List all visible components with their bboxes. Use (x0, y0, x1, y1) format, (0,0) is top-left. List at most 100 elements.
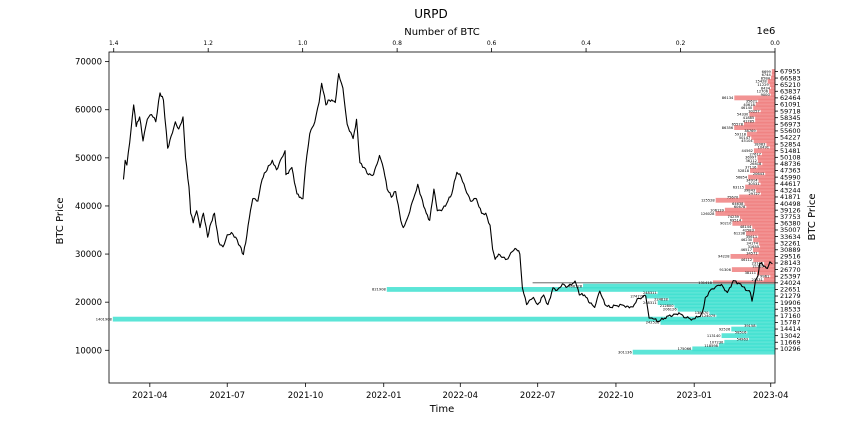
urpd-bar-label: 75670 (727, 195, 739, 199)
urpd-bar (766, 141, 775, 147)
urpd-bar (752, 224, 775, 230)
urpd-bar (757, 164, 775, 170)
right-tick-label: 10296 (780, 345, 801, 353)
urpd-bar-label: 6699 (762, 70, 772, 74)
urpd-bar (753, 247, 775, 253)
urpd-bar-label: 23531 (751, 278, 762, 282)
right-tick-label: 50108 (780, 154, 801, 162)
urpd-bar (760, 108, 775, 114)
urpd-bar-label: 46517 (741, 248, 752, 252)
urpd-bar (731, 326, 775, 332)
urpd-bar-label: 90210 (720, 222, 732, 226)
urpd-bar-label: 56854 (736, 175, 748, 179)
y-tick-label: 30000 (75, 250, 102, 260)
urpd-bar (746, 230, 775, 236)
urpd-bar (769, 82, 775, 88)
urpd-bar (763, 277, 775, 282)
x-tick-label: 2022-10 (598, 391, 634, 401)
urpd-bar-label: 36997 (745, 156, 756, 160)
x-axis-label: Time (429, 404, 454, 415)
urpd-bar-label: 38769 (744, 129, 756, 133)
urpd-bar (760, 181, 775, 187)
top-tick-label: 1.4 (109, 40, 119, 47)
urpd-bar (758, 240, 775, 246)
urpd-bar (734, 125, 775, 130)
urpd-bar-label: 27617 (750, 152, 761, 156)
urpd-bar (754, 227, 775, 233)
x-tick-label: 2022-07 (520, 391, 556, 401)
urpd-bar (757, 270, 775, 276)
top-axis-ticks: 1.4 1.2 1.0 0.8 0.6 0.4 0.2 0.0 (109, 40, 780, 52)
urpd-bar (751, 135, 775, 140)
urpd-bar (748, 174, 775, 180)
urpd-bar-label: 821908 (372, 288, 386, 292)
urpd-bar-label: 301136 (618, 350, 632, 354)
urpd-bar-label: 59118 (735, 133, 747, 137)
urpd-bar-label: 15428 (755, 80, 767, 84)
urpd-bar (771, 85, 775, 91)
right-tick-label: 21279 (780, 292, 801, 300)
right-tick-label: 39126 (780, 206, 801, 214)
right-tick-label: 28143 (780, 259, 801, 267)
urpd-bar (657, 290, 775, 296)
y-tick-label: 60000 (75, 106, 102, 116)
urpd-bar-label: 8434 (761, 86, 771, 90)
urpd-bar-label: 126028 (701, 212, 715, 216)
urpd-bar (730, 253, 775, 259)
urpd-bar (750, 168, 775, 173)
top-tick-label: 1.2 (203, 40, 213, 47)
urpd-bar-label: 40618 (743, 103, 755, 107)
urpd-bar (753, 237, 775, 243)
urpd-bar-label: 35611 (746, 235, 757, 239)
urpd-bar (758, 234, 775, 239)
urpd-bar-label: 48144 (740, 225, 752, 229)
right-tick-label: 66583 (780, 74, 801, 82)
right-tick-label: 30889 (780, 246, 801, 254)
urpd-bar (724, 207, 775, 213)
urpd-bar-label: 113140 (707, 334, 721, 338)
urpd-bar (716, 313, 775, 319)
urpd-bar-label: 30531 (748, 182, 759, 186)
urpd-bar (677, 306, 775, 312)
right-tick-label: 43244 (780, 187, 801, 195)
right-tick-label: 51481 (780, 147, 801, 155)
urpd-bar (660, 320, 775, 325)
urpd-bar (756, 187, 775, 193)
urpd-bar-label: 86356 (722, 126, 734, 130)
urpd-bar (721, 333, 775, 339)
right-tick-label: 56973 (780, 120, 801, 128)
urpd-bar-label: 61238 (734, 232, 746, 236)
right-tick-label: 36380 (780, 220, 801, 228)
urpd-bar (755, 115, 775, 121)
urpd-bar (758, 178, 775, 183)
urpd-bar (756, 128, 775, 134)
urpd-bar (709, 310, 775, 315)
urpd-bar-label: 92526 (719, 327, 731, 331)
right-tick-label: 54227 (780, 134, 801, 142)
urpd-bar (386, 287, 775, 292)
urpd-bar (744, 121, 775, 127)
urpd-bar-label: 23142 (752, 261, 763, 265)
urpd-bar-label: 37116 (745, 166, 757, 170)
urpd-bar-label: 107230 (710, 341, 724, 345)
urpd-bar-label: 86134 (722, 96, 734, 100)
right-tick-label: 29516 (780, 253, 801, 261)
right-tick-label: 67955 (780, 68, 801, 76)
urpd-bar-label: 131418 (698, 281, 712, 285)
top-tick-label: 0.2 (676, 40, 686, 47)
urpd-bar-label: 118598 (704, 344, 718, 348)
urpd-bar (755, 102, 775, 107)
urpd-bar-label: 20643 (753, 172, 764, 176)
urpd-bar (757, 158, 775, 164)
right-tick-label: 22651 (780, 286, 801, 294)
urpd-bar-label: 91306 (719, 268, 731, 272)
urpd-bar (668, 296, 775, 302)
urpd-bar (758, 98, 775, 104)
right-tick-label: 55600 (780, 127, 801, 135)
right-tick-label: 62464 (780, 94, 801, 102)
urpd-bars (112, 69, 775, 355)
urpd-bar-label: 54963 (737, 337, 748, 341)
urpd-bar-label: 45104 (741, 139, 753, 143)
urpd-bar-label: 50147 (739, 136, 750, 140)
